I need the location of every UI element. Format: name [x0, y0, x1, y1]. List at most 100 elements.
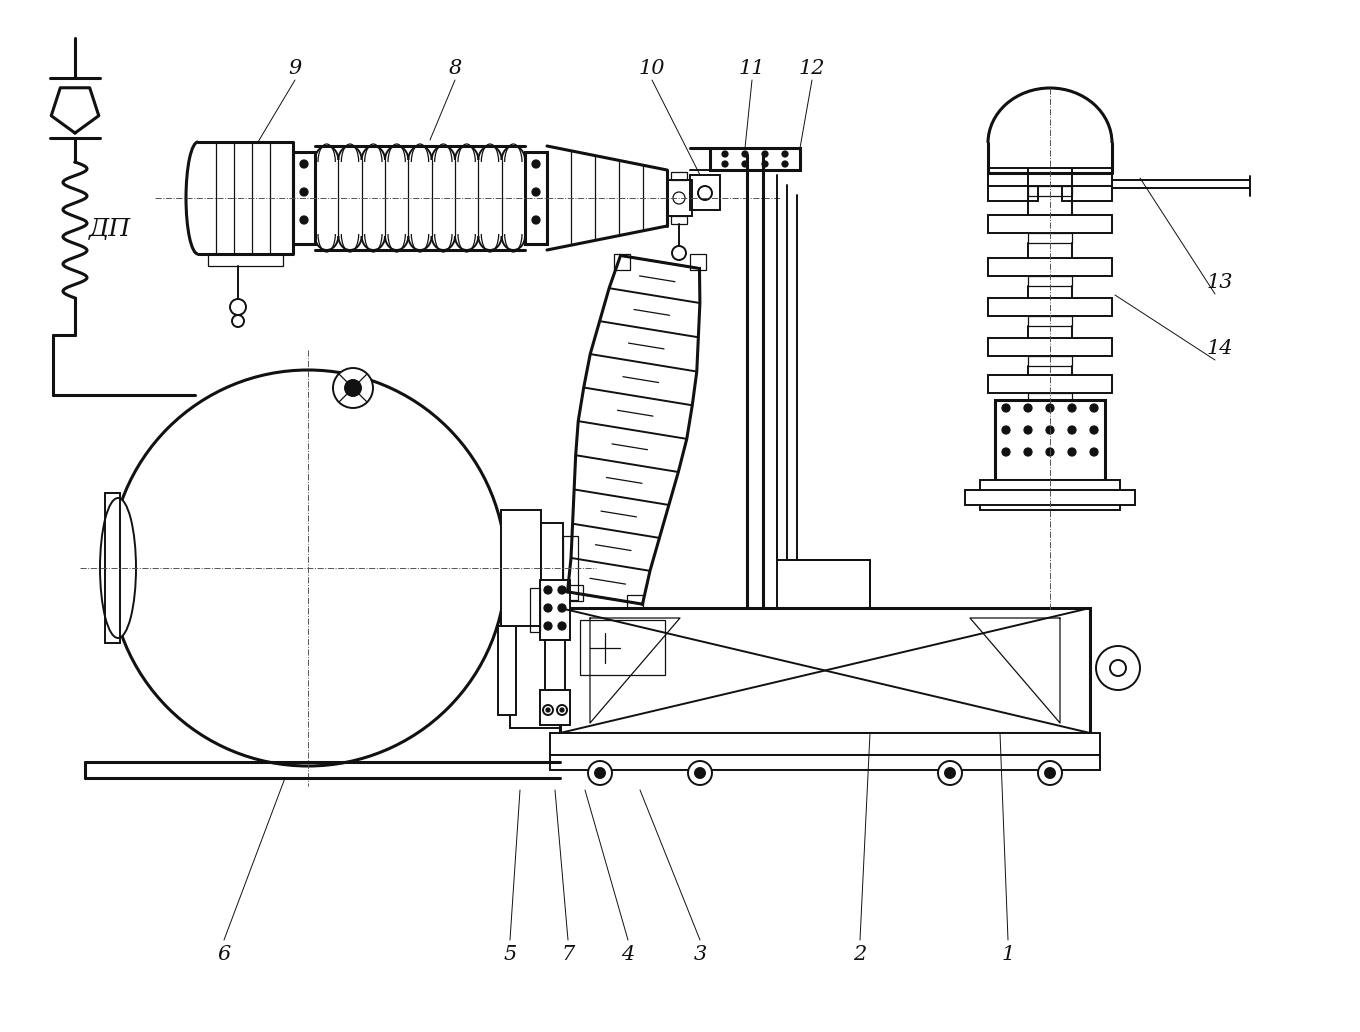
- Bar: [1028, 233, 1072, 243]
- Bar: [996, 400, 1104, 480]
- Circle shape: [1019, 176, 1027, 184]
- Circle shape: [762, 151, 768, 157]
- Bar: [560, 608, 1089, 733]
- Bar: [987, 168, 1112, 186]
- Bar: [981, 480, 1121, 510]
- Text: 12: 12: [798, 59, 826, 77]
- Circle shape: [558, 705, 567, 715]
- Circle shape: [543, 705, 554, 715]
- Circle shape: [1046, 404, 1054, 412]
- Circle shape: [1089, 404, 1098, 412]
- Circle shape: [532, 160, 540, 168]
- Bar: [1062, 173, 1112, 201]
- Circle shape: [532, 216, 540, 224]
- Circle shape: [938, 761, 962, 785]
- Circle shape: [1068, 426, 1076, 434]
- Ellipse shape: [101, 498, 136, 638]
- Bar: [987, 173, 1038, 201]
- Circle shape: [558, 622, 566, 630]
- Bar: [987, 215, 1112, 233]
- Bar: [627, 594, 643, 611]
- Bar: [966, 490, 1136, 505]
- Circle shape: [1046, 448, 1054, 456]
- Bar: [613, 254, 630, 270]
- Text: 2: 2: [853, 945, 866, 965]
- Text: 6: 6: [218, 945, 231, 965]
- Bar: [987, 338, 1112, 356]
- Text: 13: 13: [1206, 272, 1234, 291]
- Bar: [670, 172, 687, 180]
- Circle shape: [301, 188, 307, 196]
- Circle shape: [532, 188, 540, 196]
- Circle shape: [673, 192, 685, 204]
- Bar: [1028, 393, 1072, 404]
- Circle shape: [560, 708, 564, 712]
- Bar: [549, 755, 1100, 770]
- Bar: [541, 523, 563, 613]
- Circle shape: [544, 586, 552, 594]
- Bar: [690, 254, 706, 270]
- Circle shape: [333, 368, 373, 408]
- Circle shape: [544, 604, 552, 612]
- Circle shape: [743, 151, 748, 157]
- Circle shape: [1038, 761, 1062, 785]
- Circle shape: [301, 216, 307, 224]
- Circle shape: [596, 768, 605, 778]
- Bar: [530, 588, 540, 632]
- Bar: [549, 733, 1100, 755]
- Bar: [579, 620, 665, 675]
- Circle shape: [1068, 404, 1076, 412]
- Circle shape: [698, 186, 713, 200]
- Circle shape: [762, 161, 768, 167]
- Circle shape: [545, 708, 549, 712]
- Circle shape: [1024, 426, 1032, 434]
- Bar: [510, 613, 560, 728]
- Text: 5: 5: [503, 945, 517, 965]
- Bar: [987, 298, 1112, 316]
- Bar: [540, 580, 570, 640]
- Bar: [670, 216, 687, 224]
- Text: 14: 14: [1206, 338, 1234, 357]
- Text: 3: 3: [694, 945, 707, 965]
- Circle shape: [1024, 404, 1032, 412]
- Circle shape: [233, 315, 243, 327]
- Circle shape: [782, 161, 787, 167]
- Bar: [567, 585, 583, 602]
- Circle shape: [544, 622, 552, 630]
- Circle shape: [1046, 426, 1054, 434]
- Bar: [563, 536, 578, 600]
- Circle shape: [1089, 448, 1098, 456]
- Text: 4: 4: [622, 945, 635, 965]
- Bar: [500, 510, 541, 626]
- Text: ДП: ДП: [88, 219, 131, 241]
- Text: 10: 10: [639, 59, 665, 77]
- Circle shape: [1068, 448, 1076, 456]
- Text: 8: 8: [449, 59, 461, 77]
- Bar: [292, 152, 316, 244]
- Circle shape: [588, 761, 612, 785]
- Circle shape: [945, 768, 955, 778]
- Bar: [666, 180, 692, 216]
- Circle shape: [301, 160, 307, 168]
- Circle shape: [695, 768, 704, 778]
- Circle shape: [230, 299, 246, 315]
- Bar: [545, 640, 564, 690]
- Bar: [1028, 186, 1072, 196]
- Circle shape: [994, 176, 1002, 184]
- Bar: [525, 152, 547, 244]
- Circle shape: [672, 246, 685, 260]
- Circle shape: [110, 370, 506, 766]
- Circle shape: [1002, 404, 1010, 412]
- Bar: [690, 175, 719, 209]
- Bar: [540, 690, 570, 725]
- Bar: [1028, 276, 1072, 286]
- Circle shape: [743, 161, 748, 167]
- Circle shape: [722, 151, 728, 157]
- Circle shape: [345, 380, 360, 396]
- Bar: [208, 254, 283, 266]
- Bar: [987, 375, 1112, 393]
- Bar: [1028, 316, 1072, 326]
- Bar: [105, 493, 120, 643]
- Bar: [987, 258, 1112, 276]
- Circle shape: [1069, 176, 1077, 184]
